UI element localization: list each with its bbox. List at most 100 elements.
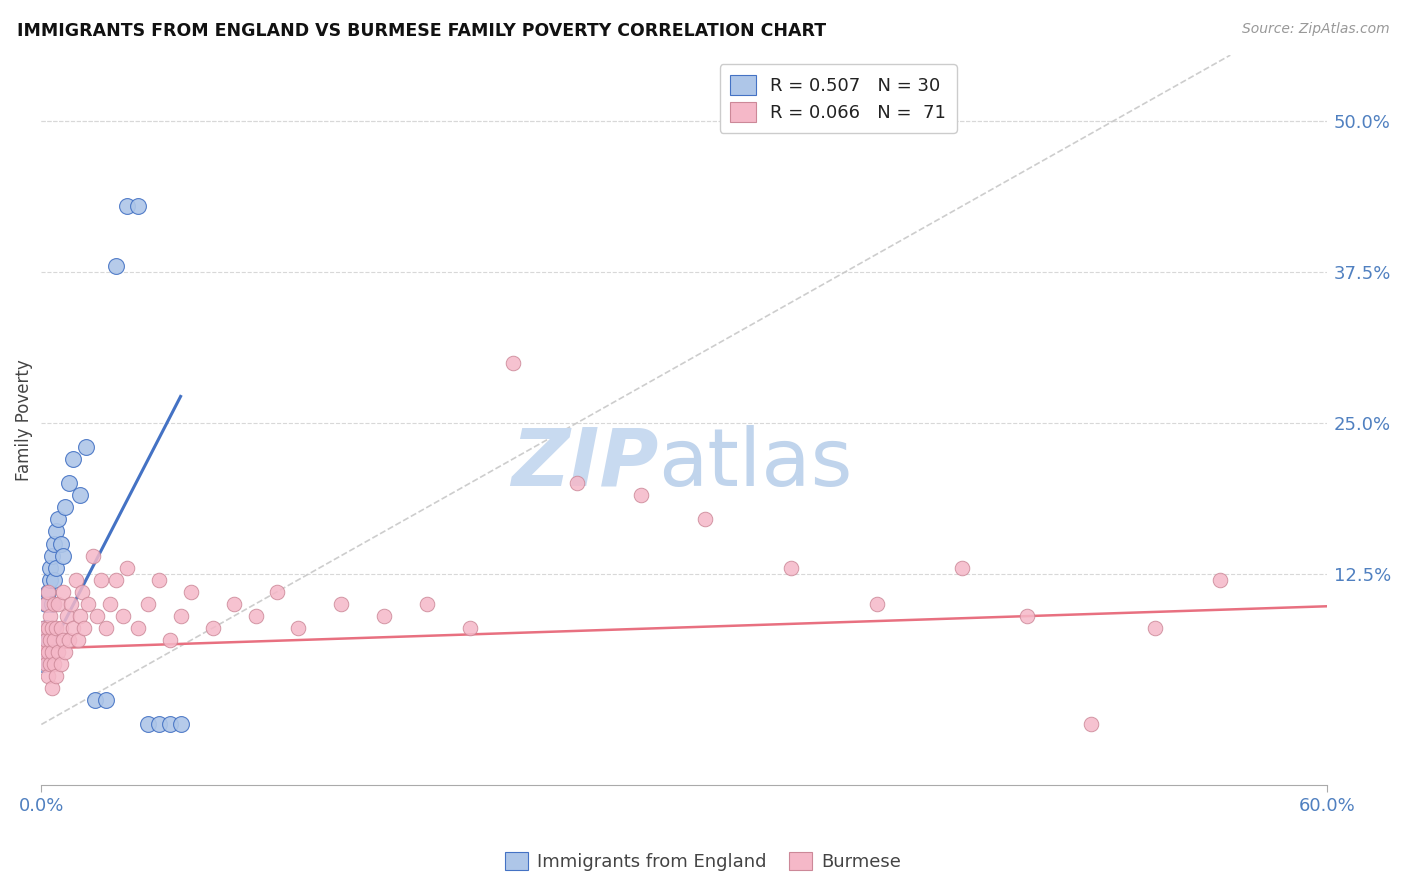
Text: ZIP: ZIP: [510, 425, 658, 503]
Point: [37, 633, 59, 648]
Point: [53, 645, 76, 659]
Point: [69, 608, 91, 623]
Point: [32, 657, 55, 672]
Point: [45, 621, 67, 635]
Point: [1144, 621, 1167, 635]
Point: [330, 597, 353, 611]
Point: [58, 476, 80, 491]
Point: [1080, 717, 1102, 731]
Point: [38, 560, 60, 574]
Y-axis label: Family Poverty: Family Poverty: [15, 359, 32, 481]
Legend: R = 0.507   N = 30, R = 0.066   N =  71: R = 0.507 N = 30, R = 0.066 N = 71: [720, 64, 957, 133]
Point: [48, 512, 70, 526]
Text: Source: ZipAtlas.com: Source: ZipAtlas.com: [1241, 22, 1389, 37]
Point: [565, 476, 588, 491]
Point: [416, 597, 439, 611]
Point: [90, 573, 112, 587]
Point: [82, 549, 104, 563]
Point: [502, 356, 524, 370]
Point: [70, 584, 93, 599]
Point: [34, 621, 56, 635]
Point: [630, 488, 652, 502]
Point: [94, 693, 117, 707]
Point: [224, 597, 246, 611]
Point: [201, 621, 224, 635]
Point: [37, 669, 59, 683]
Point: [49, 621, 72, 635]
Point: [49, 657, 72, 672]
Text: atlas: atlas: [658, 425, 852, 503]
Point: [287, 621, 309, 635]
Point: [32, 645, 55, 659]
Point: [69, 488, 91, 502]
Point: [105, 573, 128, 587]
Point: [180, 584, 202, 599]
Point: [48, 645, 70, 659]
Point: [52, 584, 75, 599]
Point: [58, 633, 80, 648]
Point: [34, 633, 56, 648]
Point: [41, 681, 63, 696]
Point: [45, 669, 67, 683]
Point: [77, 597, 100, 611]
Point: [83, 693, 105, 707]
Point: [105, 259, 128, 273]
Point: [41, 645, 63, 659]
Point: [34, 657, 56, 672]
Point: [169, 608, 191, 623]
Point: [115, 199, 138, 213]
Point: [45, 560, 67, 574]
Point: [127, 621, 149, 635]
Point: [45, 524, 67, 539]
Point: [37, 584, 59, 599]
Point: [62, 621, 84, 635]
Point: [373, 608, 395, 623]
Point: [952, 560, 974, 574]
Legend: Immigrants from England, Burmese: Immigrants from England, Burmese: [498, 846, 908, 879]
Point: [38, 608, 60, 623]
Point: [866, 597, 889, 611]
Text: IMMIGRANTS FROM ENGLAND VS BURMESE FAMILY POVERTY CORRELATION CHART: IMMIGRANTS FROM ENGLAND VS BURMESE FAMIL…: [17, 22, 825, 40]
Point: [41, 597, 63, 611]
Point: [48, 597, 70, 611]
Point: [41, 549, 63, 563]
Point: [44, 633, 66, 648]
Point: [37, 645, 59, 659]
Point: [44, 573, 66, 587]
Point: [53, 500, 76, 515]
Point: [41, 621, 63, 635]
Point: [38, 633, 60, 648]
Point: [65, 573, 87, 587]
Point: [44, 597, 66, 611]
Point: [266, 584, 288, 599]
Point: [56, 608, 79, 623]
Point: [34, 597, 56, 611]
Point: [49, 536, 72, 550]
Point: [159, 633, 181, 648]
Point: [1208, 573, 1230, 587]
Point: [73, 621, 96, 635]
Point: [66, 633, 89, 648]
Point: [148, 573, 170, 587]
Point: [44, 536, 66, 550]
Point: [111, 608, 134, 623]
Point: [44, 657, 66, 672]
Point: [115, 560, 138, 574]
Point: [148, 717, 170, 731]
Point: [38, 573, 60, 587]
Point: [60, 597, 83, 611]
Point: [138, 717, 160, 731]
Point: [138, 597, 160, 611]
Point: [458, 621, 481, 635]
Point: [38, 657, 60, 672]
Point: [37, 621, 59, 635]
Point: [62, 452, 84, 467]
Point: [98, 597, 121, 611]
Point: [169, 717, 191, 731]
Point: [159, 717, 181, 731]
Point: [52, 549, 75, 563]
Point: [695, 512, 717, 526]
Point: [37, 584, 59, 599]
Point: [32, 621, 55, 635]
Point: [86, 608, 108, 623]
